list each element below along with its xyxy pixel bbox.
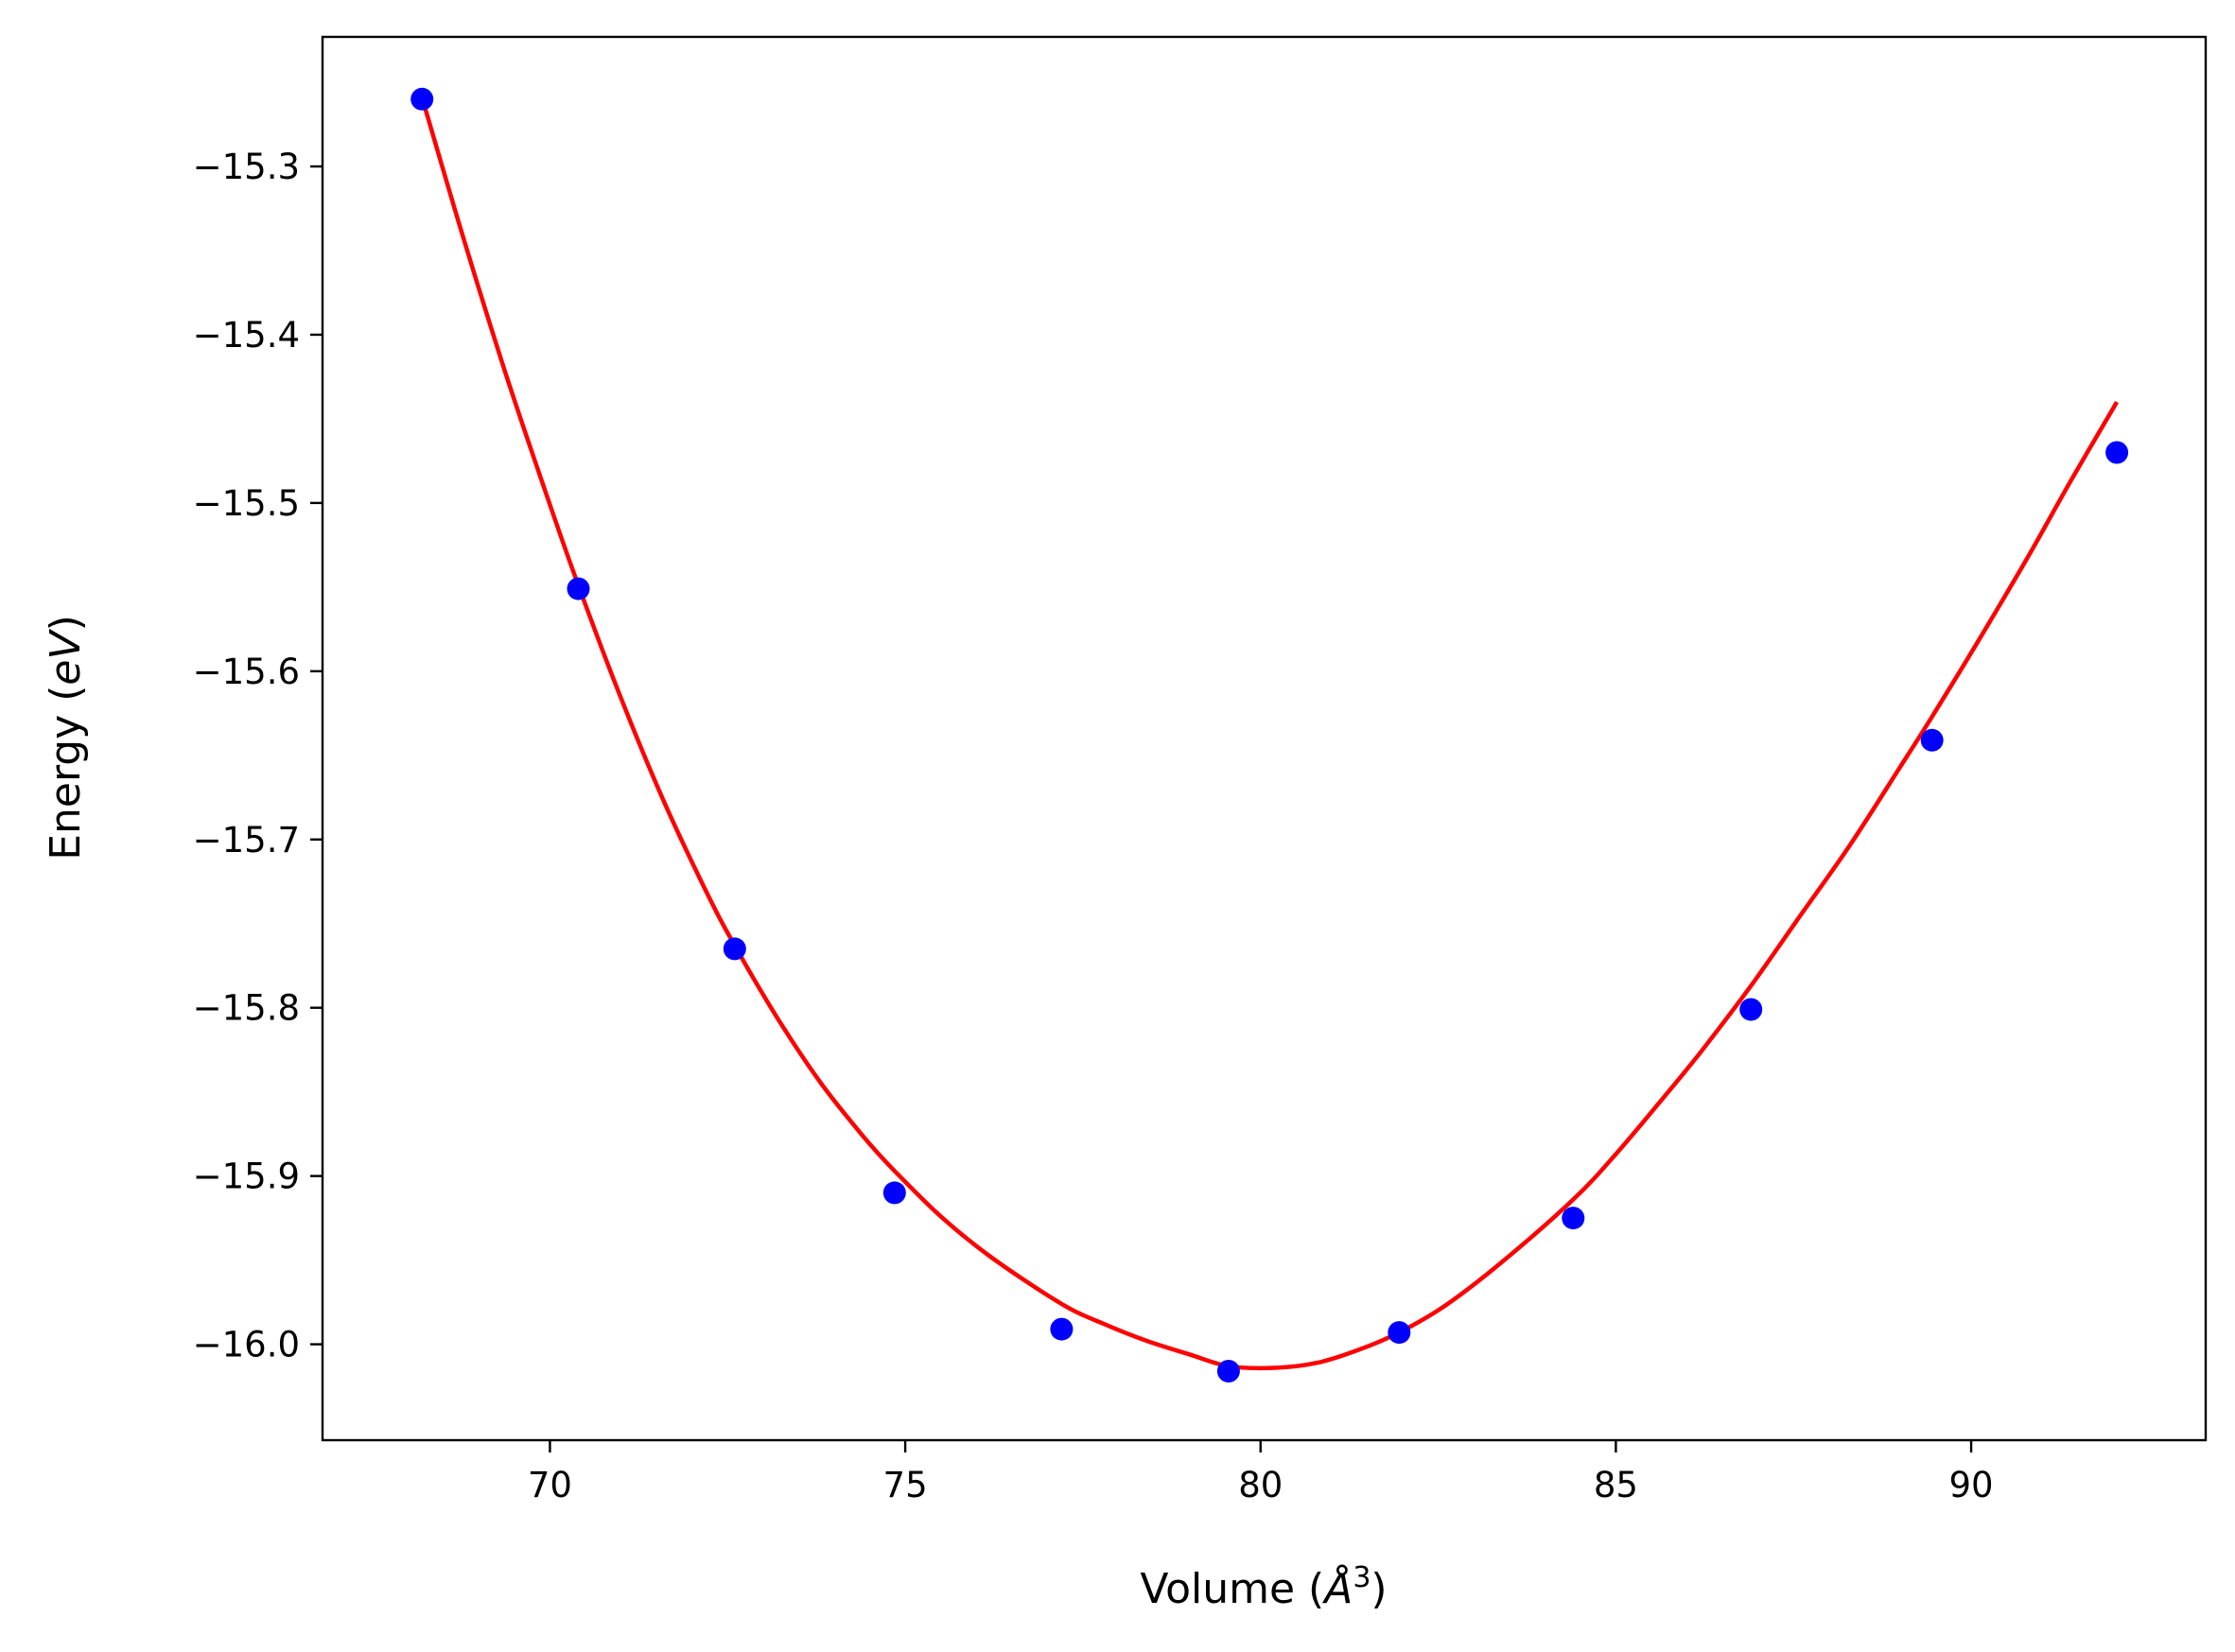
data-point <box>882 1181 906 1205</box>
data-point <box>1739 998 1763 1021</box>
data-point <box>1920 728 1944 752</box>
data-point <box>723 937 746 961</box>
y-tick-label: −15.6 <box>193 652 300 692</box>
x-tick-label: 70 <box>528 1465 572 1505</box>
fit-curve-layer <box>420 96 2120 1371</box>
y-tick-label: −15.3 <box>193 147 300 187</box>
x-axis-title: Volume (Å3) <box>1140 1561 1387 1614</box>
y-axis-title: Energy (eV) <box>42 615 90 861</box>
y-axis-ticks: −15.3 −15.4 −15.5 −15.6 −15.7 −15.8 −15.9 −16.0 <box>193 147 323 1365</box>
data-point <box>410 87 434 111</box>
y-tick-label: −16.0 <box>193 1325 300 1365</box>
x-tick-label: 85 <box>1594 1465 1638 1505</box>
data-point <box>2105 441 2129 464</box>
y-tick-label: −15.7 <box>193 820 300 861</box>
x-tick-label: 80 <box>1238 1465 1283 1505</box>
x-tick-label: 90 <box>1949 1465 1994 1505</box>
data-point <box>1562 1207 1585 1230</box>
x-axis-ticks: 70 75 80 85 90 <box>528 1440 1994 1505</box>
plot-area-frame <box>321 35 2208 1442</box>
y-tick-label: −15.9 <box>193 1156 300 1197</box>
data-points-layer <box>410 87 2129 1382</box>
data-point <box>1050 1317 1074 1341</box>
y-tick-label: −15.5 <box>193 483 300 524</box>
y-tick-label: −15.8 <box>193 988 300 1029</box>
data-point <box>567 577 590 600</box>
y-tick-label: −15.4 <box>193 315 300 356</box>
data-point <box>1388 1321 1411 1345</box>
x-tick-label: 75 <box>883 1465 928 1505</box>
data-point <box>1216 1360 1240 1382</box>
fit-curve-line <box>420 96 2120 1371</box>
